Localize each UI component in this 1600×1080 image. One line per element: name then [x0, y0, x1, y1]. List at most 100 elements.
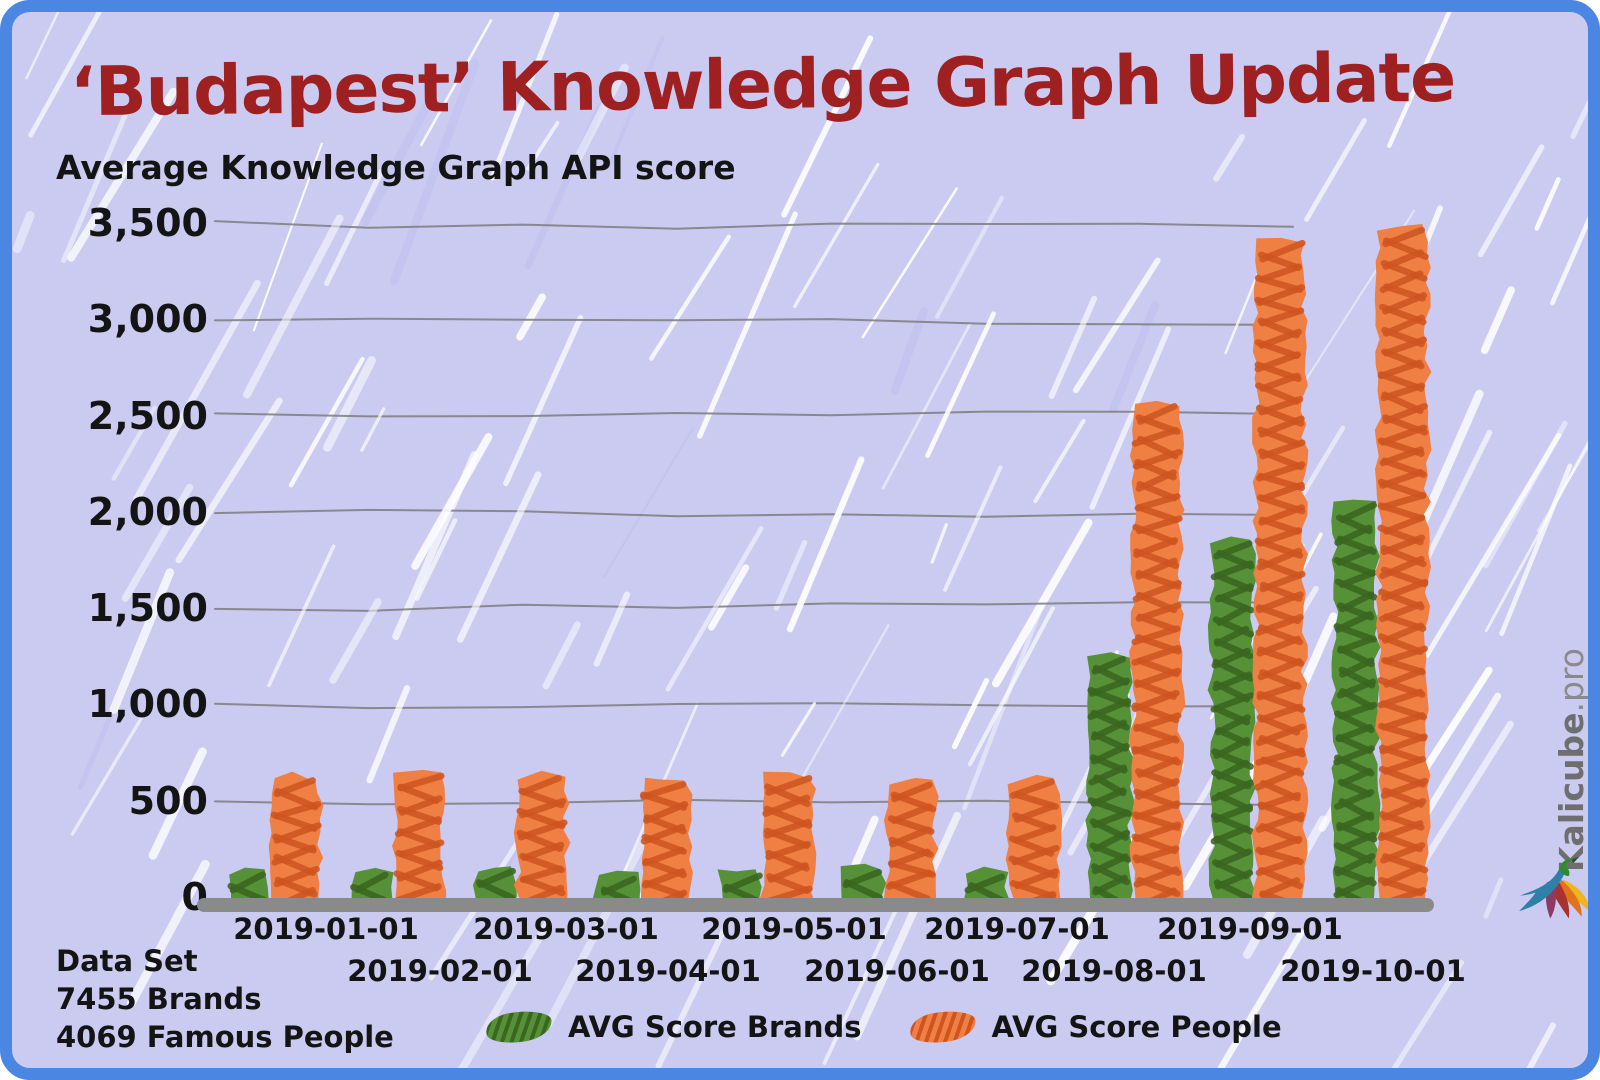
x-axis-bar	[197, 898, 1434, 912]
bar-people-2019-09-01-hatch	[1258, 263, 1302, 283]
streak	[708, 564, 750, 631]
streak	[252, 142, 323, 332]
gridline-2000	[214, 508, 1294, 518]
x-tick-2019-06-01: 2019-06-01	[804, 954, 990, 988]
streak	[780, 701, 816, 757]
streak	[925, 311, 996, 459]
bar-brands-2019-10-01-hatch	[1333, 556, 1376, 577]
bar-brands-2019-09-01-hatch	[1213, 879, 1254, 902]
streak	[411, 433, 493, 570]
streak	[1072, 257, 1161, 394]
bar-people-2019-01-01-hatch	[273, 801, 322, 820]
streak	[267, 544, 336, 688]
bar-people-2019-02-01-hatch	[394, 883, 442, 904]
y-tick-1500: 1,500	[88, 586, 208, 630]
streak	[649, 234, 731, 361]
streak	[524, 103, 604, 270]
streak	[458, 919, 552, 1068]
legend-item-brands: AVG Score Brands	[484, 1008, 862, 1046]
legend-item-people: AVG Score People	[908, 1008, 1282, 1046]
gridline-2500	[214, 410, 1294, 418]
streak	[793, 162, 880, 309]
bar-brands-2019-06-01-hatch	[843, 879, 883, 901]
streak	[665, 526, 764, 692]
bar-people-2019-03-01-hatch	[520, 774, 562, 796]
streak	[1213, 133, 1246, 182]
streak	[593, 591, 631, 667]
streak	[1033, 418, 1086, 504]
streak	[543, 813, 661, 1030]
bar-people-2019-09-01-hatch	[1257, 251, 1302, 271]
streak	[360, 407, 386, 452]
streak	[67, 87, 178, 262]
streak	[12, 211, 35, 254]
bar-people-2019-10-01-hatch	[1379, 424, 1428, 446]
streak	[935, 195, 1005, 319]
streak	[1089, 326, 1172, 510]
streak	[1109, 301, 1160, 414]
streak	[288, 356, 365, 488]
streak	[655, 921, 730, 1068]
x-tick-2019-10-01: 2019-10-01	[1280, 954, 1466, 988]
bar-people-2019-09-01-hatch	[1255, 382, 1300, 405]
x-tick-2019-09-01: 2019-09-01	[1157, 912, 1343, 946]
legend-brands-label: AVG Score Brands	[568, 1010, 862, 1044]
streak	[361, 95, 435, 226]
streak	[1217, 929, 1305, 1068]
gridline-1500	[214, 601, 1294, 612]
chart-legend: AVG Score Brands AVG Score People	[484, 1008, 1282, 1046]
streak	[542, 621, 581, 690]
gridline-1000	[214, 702, 1294, 710]
bar-brands-2019-03-01-hatch	[475, 879, 516, 902]
dataset-people-count: 4069 Famous People	[56, 1020, 394, 1054]
bar-people-2019-08-01-hatch	[1135, 504, 1179, 523]
streak	[773, 539, 808, 611]
bar-people-2019-07-01-hatch	[1013, 824, 1057, 844]
people-swatch-icon	[908, 1008, 977, 1046]
x-tick-2019-08-01: 2019-08-01	[1021, 954, 1207, 988]
bar-brands-2019-10-01-hatch	[1339, 831, 1377, 852]
y-tick-0: 0	[182, 875, 208, 919]
streak	[242, 214, 344, 399]
bar-people-2019-10-01-hatch	[1377, 502, 1424, 522]
streak	[489, 12, 560, 181]
bar-people-2019-05-01-hatch	[763, 827, 810, 849]
bar-people-2019-10-01-hatch	[1382, 336, 1427, 357]
bar-people-2019-10-01-hatch	[1382, 645, 1428, 665]
streak	[329, 598, 382, 684]
bar-brands-2019-09-01-hatch	[1214, 848, 1253, 868]
streak	[890, 307, 929, 395]
y-tick-1000: 1,000	[88, 682, 208, 726]
streak	[366, 685, 411, 784]
streak	[121, 483, 194, 602]
streak	[1482, 420, 1568, 569]
chart-title: ‘Budapest’ Knowledge Graph Update	[69, 38, 1456, 133]
streak	[28, 12, 103, 138]
bar-brands-2019-09-01-hatch	[1213, 835, 1250, 857]
streak	[1048, 295, 1098, 399]
streak	[861, 187, 958, 339]
kalicube-watermark: Kalicube.pro	[1552, 630, 1588, 890]
bar-brands-2019-10-01-hatch	[1339, 501, 1377, 523]
streak	[1483, 877, 1504, 919]
streak	[1480, 286, 1515, 355]
streak	[851, 815, 879, 868]
streak	[1499, 463, 1573, 637]
streak	[525, 120, 560, 171]
bar-people-2019-02-01-hatch	[393, 870, 440, 892]
streak	[503, 314, 584, 487]
x-tick-2019-02-01: 2019-02-01	[347, 954, 533, 988]
streak	[1424, 432, 1562, 659]
streak	[697, 211, 798, 439]
streak	[70, 704, 151, 836]
dataset-label: Data Set	[56, 944, 198, 978]
x-tick-2019-05-01: 2019-05-01	[701, 912, 887, 946]
streak	[602, 427, 694, 579]
bar-people-2019-06-01-hatch	[887, 881, 931, 902]
chart-subtitle: Average Knowledge Graph API score	[56, 148, 736, 187]
bird-logo	[1519, 856, 1588, 919]
streak	[1536, 444, 1588, 532]
streak	[148, 747, 207, 860]
streak	[822, 906, 899, 1065]
